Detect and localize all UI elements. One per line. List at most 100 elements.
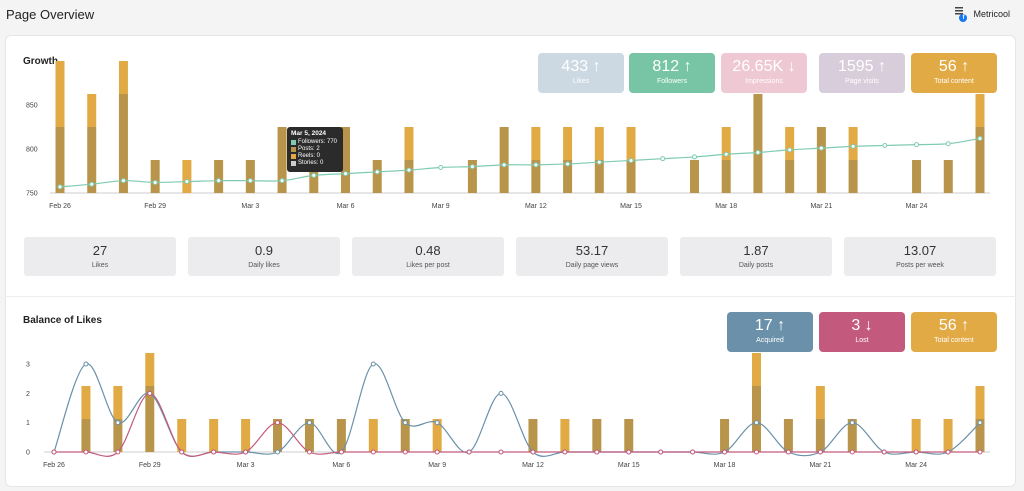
- stat-daily-likes: 0.9 Daily likes: [188, 237, 340, 276]
- growth-point-followers: [247, 178, 253, 184]
- growth-kpi-followers[interactable]: 812 ↑ Followers: [629, 53, 715, 93]
- growth-bar-posts: [499, 127, 509, 193]
- growth-x-tick: Mar 3: [241, 203, 259, 210]
- growth-x-tick: Mar 15: [620, 203, 642, 210]
- growth-bar-posts: [563, 160, 573, 193]
- stat-value: 0.9: [254, 243, 274, 258]
- balance-bar-posts: [113, 419, 123, 452]
- balance-bar-posts: [304, 419, 314, 452]
- growth-point-followers: [184, 179, 190, 185]
- balance-point-acquired: [115, 420, 121, 426]
- balance-kpi-acquired[interactable]: 17 ↑ Acquired: [727, 312, 813, 352]
- balance-line-lost: [54, 392, 980, 457]
- growth-point-followers: [914, 142, 920, 148]
- kpi-label: Lost: [855, 337, 869, 344]
- tooltip-row: Followers: 770: [291, 139, 339, 146]
- growth-bar-posts: [594, 160, 604, 193]
- growth-point-followers: [374, 169, 380, 175]
- growth-bar-reels: [594, 127, 604, 160]
- kpi-value: 56 ↑: [938, 317, 970, 334]
- growth-bar-reels: [531, 127, 541, 160]
- kpi-label: Total content: [934, 337, 974, 344]
- kpi-value: 3 ↓: [851, 317, 873, 334]
- balance-point-acquired: [275, 449, 281, 455]
- balance-x-tick: Mar 15: [618, 462, 640, 469]
- balance-point-lost: [115, 449, 121, 455]
- balance-point-lost: [562, 449, 568, 455]
- balance-bar-reels: [432, 419, 442, 452]
- balance-bar-reels: [560, 419, 570, 452]
- tooltip-date: Mar 5, 2024: [291, 130, 327, 137]
- growth-kpi-total-content[interactable]: 56 ↑ Total content: [911, 53, 997, 93]
- balance-point-acquired: [306, 420, 312, 426]
- growth-bar-reels: [55, 61, 65, 127]
- growth-bar-reels: [785, 127, 795, 160]
- growth-bar-posts: [372, 160, 382, 193]
- balance-x-tick: Mar 3: [237, 462, 255, 469]
- growth-point-followers: [818, 145, 824, 151]
- growth-kpi-impressions[interactable]: 26.65K ↓ Impressions: [721, 53, 807, 93]
- page-title: Page Overview: [6, 7, 95, 22]
- balance-point-lost: [498, 449, 504, 455]
- growth-point-followers: [311, 172, 317, 178]
- balance-bar-posts: [592, 419, 602, 452]
- growth-point-followers: [501, 162, 507, 168]
- stat-label: Daily likes: [248, 262, 280, 269]
- balance-point-lost: [722, 449, 728, 455]
- growth-point-followers: [279, 178, 285, 184]
- balance-kpi-total-content[interactable]: 56 ↑ Total content: [911, 312, 997, 352]
- balance-point-lost: [306, 449, 312, 455]
- growth-point-followers: [533, 162, 539, 168]
- balance-point-lost: [402, 449, 408, 455]
- balance-point-acquired: [434, 420, 440, 426]
- growth-kpi-page-visits[interactable]: 1595 ↑ Page visits: [819, 53, 905, 93]
- balance-point-lost: [690, 449, 696, 455]
- growth-bar-posts: [785, 160, 795, 193]
- growth-point-followers: [343, 171, 349, 177]
- growth-point-followers: [152, 179, 158, 185]
- balance-point-lost: [753, 449, 759, 455]
- growth-bar-reels: [975, 94, 985, 127]
- balance-y-tick: 3: [26, 362, 30, 369]
- growth-bar-posts: [912, 160, 922, 193]
- balance-bar-reels: [113, 386, 123, 419]
- stat-posts-per-week: 13.07 Posts per week: [844, 237, 996, 276]
- stat-value: 1.87: [743, 243, 769, 258]
- balance-bar-posts: [783, 419, 793, 452]
- balance-point-lost: [945, 449, 951, 455]
- balance-point-lost: [83, 449, 89, 455]
- brand-account[interactable]: f Metricool: [955, 6, 1010, 22]
- growth-title: Growth: [23, 56, 58, 67]
- growth-kpi-likes[interactable]: 433 ↑ Likes: [538, 53, 624, 93]
- balance-point-acquired: [370, 361, 376, 367]
- growth-bar-reels: [87, 94, 97, 127]
- growth-bar-posts: [626, 160, 636, 193]
- balance-y-tick: 2: [26, 391, 30, 398]
- stat-label: Posts per week: [896, 262, 944, 269]
- growth-bar-posts: [150, 160, 160, 193]
- tooltip-swatch: [291, 140, 296, 145]
- tooltip-swatch: [291, 154, 296, 159]
- balance-bar-posts: [975, 419, 985, 452]
- growth-bar-posts: [531, 160, 541, 193]
- growth-bar-posts: [975, 127, 985, 193]
- growth-bar-reels: [563, 127, 573, 160]
- balance-point-acquired: [849, 420, 855, 426]
- balance-bar-reels: [209, 419, 219, 452]
- growth-y-tick: 850: [26, 103, 38, 110]
- growth-bar-posts: [214, 160, 224, 193]
- growth-x-tick: Feb 29: [144, 203, 166, 210]
- balance-bar-posts: [336, 419, 346, 452]
- growth-x-tick: Mar 9: [432, 203, 450, 210]
- growth-bar-posts: [87, 127, 97, 193]
- balance-point-lost: [51, 449, 57, 455]
- balance-bar-reels: [943, 419, 953, 452]
- balance-bar-posts: [400, 419, 410, 452]
- kpi-value: 433 ↑: [561, 58, 601, 75]
- balance-point-lost: [785, 449, 791, 455]
- balance-bar-reels: [751, 353, 761, 386]
- balance-kpi-lost[interactable]: 3 ↓ Lost: [819, 312, 905, 352]
- kpi-value: 26.65K ↓: [732, 58, 796, 75]
- balance-point-lost: [626, 449, 632, 455]
